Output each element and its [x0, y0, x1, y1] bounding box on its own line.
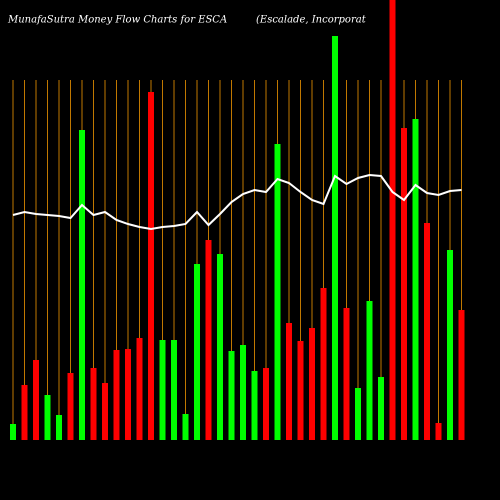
bars	[10, 0, 465, 440]
bar	[435, 423, 442, 440]
bar	[424, 223, 430, 440]
bar	[389, 0, 396, 440]
bar	[217, 254, 223, 440]
bar	[355, 388, 361, 440]
chart-subtitle: (Escalade, Incorporat	[256, 15, 367, 26]
bar	[33, 360, 39, 440]
bar	[458, 310, 465, 440]
bar	[102, 383, 108, 440]
bar	[412, 119, 419, 440]
bar	[263, 368, 269, 440]
bar	[67, 373, 74, 440]
bar	[286, 323, 292, 440]
bar	[205, 240, 212, 440]
bar	[251, 371, 258, 440]
bar	[228, 351, 235, 440]
bar	[182, 414, 189, 440]
bar	[79, 130, 85, 440]
bar	[113, 350, 120, 440]
bar	[447, 250, 453, 440]
bar	[297, 341, 304, 440]
bar	[44, 395, 51, 440]
bar	[159, 340, 166, 440]
bar	[125, 349, 131, 440]
bar	[148, 92, 154, 440]
bar	[366, 301, 373, 440]
bar	[320, 288, 327, 440]
chart-title: MunafaSutra Money Flow Charts for ESCA	[7, 15, 227, 26]
bar	[240, 345, 246, 440]
bar	[171, 340, 177, 440]
bar	[21, 385, 28, 440]
lines	[12, 173, 462, 231]
bar	[136, 338, 143, 440]
bar	[343, 308, 350, 440]
bar	[90, 368, 97, 440]
bar	[274, 144, 281, 440]
bar	[378, 377, 384, 440]
bar	[309, 328, 315, 440]
bar	[401, 128, 407, 440]
bar	[10, 424, 16, 440]
money-flow-line	[12, 173, 462, 231]
bar	[194, 264, 200, 440]
bar	[332, 36, 338, 440]
bar	[56, 415, 62, 440]
